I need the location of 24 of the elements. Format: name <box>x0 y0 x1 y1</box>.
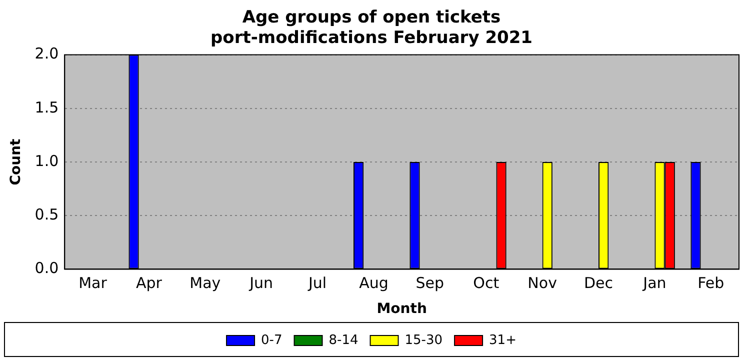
legend-label: 31+ <box>489 332 516 348</box>
y-tick-label: 2.0 <box>34 44 59 63</box>
legend-label: 15-30 <box>404 332 443 348</box>
y-tick-label: 1.5 <box>34 98 59 116</box>
x-tick-label: Sep <box>416 274 444 292</box>
x-tick-label: Jun <box>248 274 274 292</box>
x-tick-label: May <box>190 274 221 292</box>
x-tick-label: Aug <box>359 274 388 292</box>
y-axis-title: Count <box>8 138 24 186</box>
x-tick-label: Mar <box>78 274 108 292</box>
y-tick-label: 0.0 <box>34 259 59 278</box>
y-tick-label: 0.5 <box>34 205 59 224</box>
x-tick-label: Apr <box>136 274 163 292</box>
y-tick-label: 1.0 <box>34 152 59 170</box>
x-tick-label: Feb <box>698 274 724 292</box>
x-tick-label: Nov <box>528 274 558 292</box>
x-tick-label: Jan <box>642 274 666 292</box>
x-tick-label: Dec <box>584 274 614 292</box>
legend-label: 0-7 <box>261 332 282 348</box>
x-axis-title: Month <box>376 301 427 318</box>
legend-label: 8-14 <box>328 332 358 348</box>
chart-title: Age groups of open tickets port-modifications February 2021 <box>210 8 533 48</box>
x-tick-label: Jul <box>307 274 327 292</box>
x-tick-label: Oct <box>473 274 500 292</box>
